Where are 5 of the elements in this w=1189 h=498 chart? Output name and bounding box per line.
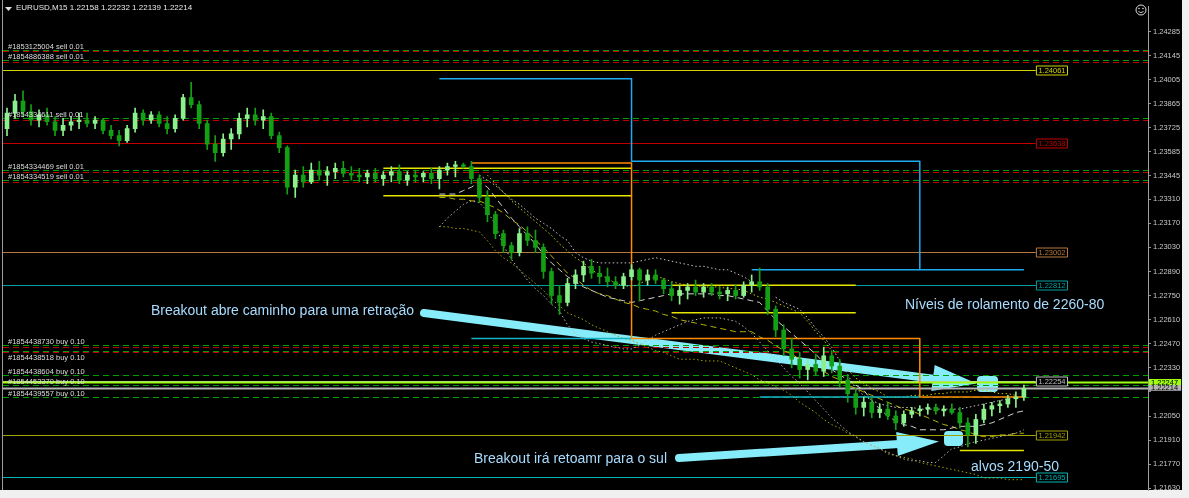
annotation: Níveis de rolamento de 2260-80: [905, 296, 1105, 313]
annotation: alvos 2190-50: [971, 458, 1059, 475]
chart-title: EURUSD,M15 1.22158 1.22232 1.22139 1.22214: [16, 3, 193, 13]
annotation: Breakout abre caminho para uma retração: [150, 302, 414, 319]
annotation: Breakout irá retoamr para o sul: [474, 450, 667, 467]
